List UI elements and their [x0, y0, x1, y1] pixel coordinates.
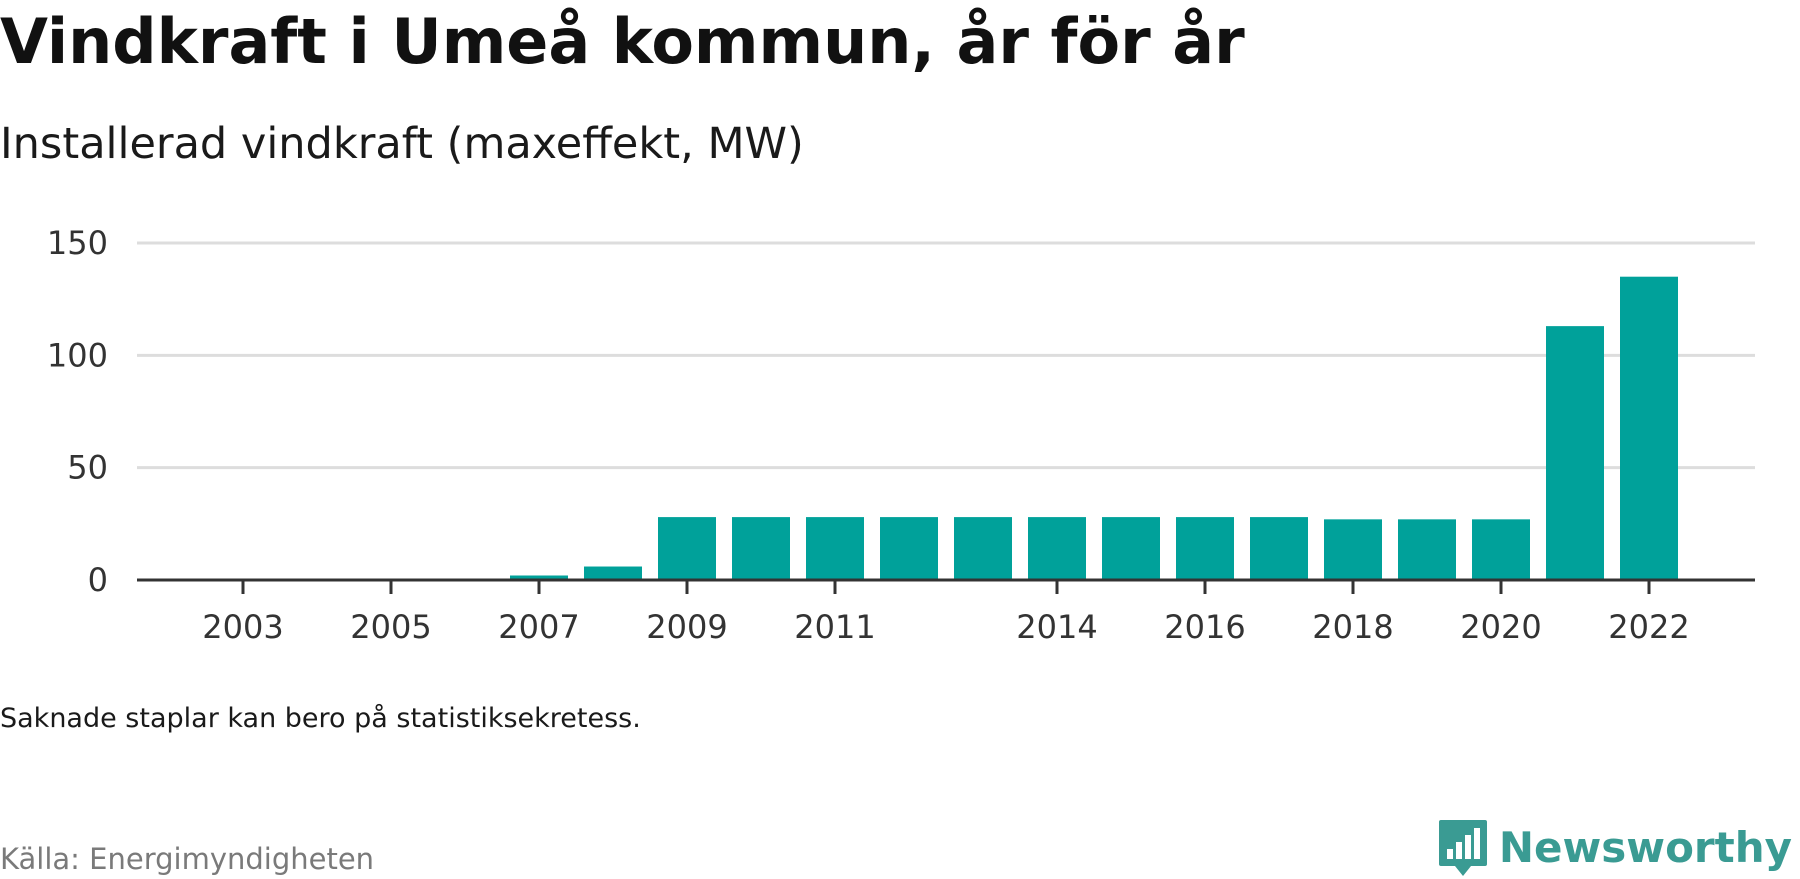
bar: [1620, 276, 1678, 580]
bar: [806, 517, 864, 580]
x-tick-label: 2018: [1312, 608, 1393, 646]
x-axis-ticks: 2003 2005 2007 2009 2011 2014 2016 2018 2020 2022: [202, 580, 1690, 646]
chart-subtitle: Installerad vindkraft (maxeffekt, MW): [0, 119, 804, 169]
footnote: Saknade staplar kan bero på statistiksek…: [0, 703, 641, 734]
bars: [510, 276, 1678, 580]
x-tick-label: 2014: [1016, 608, 1097, 646]
chart-title: Vindkraft i Umeå kommun, år för år: [0, 5, 1245, 78]
bar: [1176, 517, 1234, 580]
bar: [954, 517, 1012, 580]
bar: [1546, 326, 1604, 580]
bar: [1472, 519, 1530, 580]
bar: [1398, 519, 1456, 580]
brand-name: Newsworthy: [1498, 823, 1792, 872]
bar: [732, 517, 790, 580]
x-tick-label: 2011: [794, 608, 875, 646]
y-tick-label: 150: [47, 224, 108, 262]
y-tick-label: 100: [47, 336, 108, 374]
x-tick-label: 2022: [1608, 608, 1689, 646]
x-tick-label: 2007: [498, 608, 579, 646]
y-tick-label: 0: [88, 561, 108, 599]
source-credit: Källa: Energimyndigheten: [0, 842, 375, 876]
bar: [1028, 517, 1086, 580]
newsworthy-logo[interactable]: Newsworthy: [1437, 818, 1792, 878]
bar: [1324, 519, 1382, 580]
bar: [1250, 517, 1308, 580]
bar: [1102, 517, 1160, 580]
bar: [658, 517, 716, 580]
x-tick-label: 2016: [1164, 608, 1245, 646]
x-tick-label: 2020: [1460, 608, 1541, 646]
y-tick-label: 50: [67, 449, 108, 487]
gridlines: [137, 241, 1755, 470]
y-axis-tick-labels: 0 50 100 150: [47, 224, 108, 599]
bar-chart-speech-bubble-icon: [1438, 820, 1487, 876]
x-tick-label: 2005: [350, 608, 431, 646]
x-tick-label: 2009: [646, 608, 727, 646]
x-tick-label: 2003: [202, 608, 283, 646]
bar: [880, 517, 938, 580]
bar: [510, 575, 568, 580]
bar: [584, 566, 642, 580]
